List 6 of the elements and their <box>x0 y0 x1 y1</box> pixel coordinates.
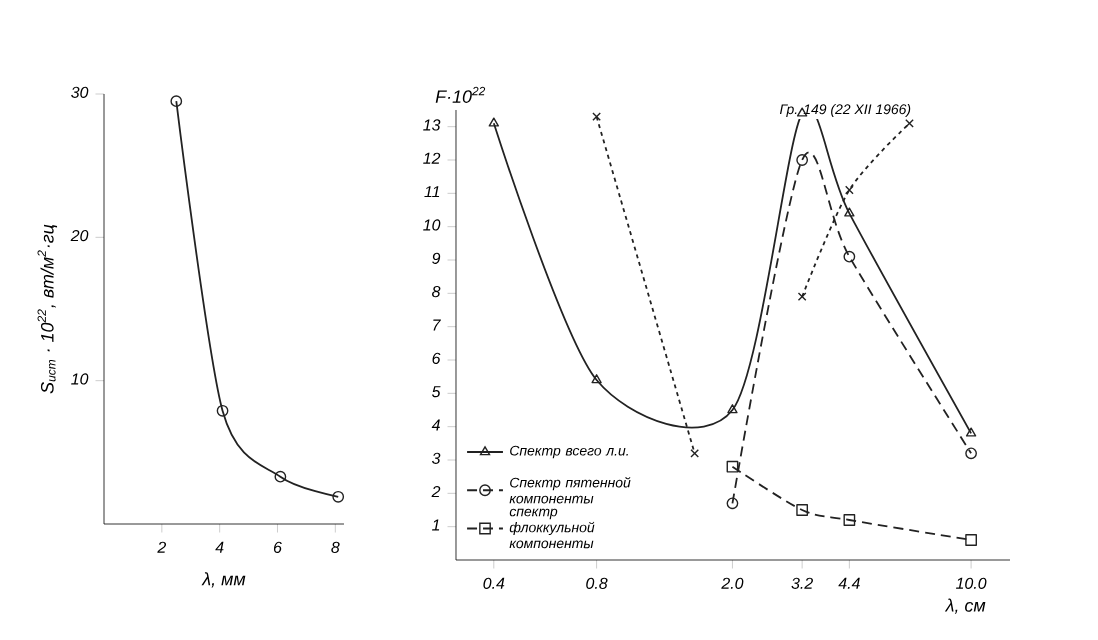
y-axis-title: F·10$^{22}$ <box>435 86 486 103</box>
point <box>274 470 287 483</box>
point <box>216 404 229 417</box>
x-axis-title: λ, мм <box>201 572 246 588</box>
x-axis-title: λ, см <box>944 598 986 614</box>
y-axis-title: S$_{ист}$ · 10$^{22}$, вт/м$^{2}$·гц <box>37 224 58 394</box>
